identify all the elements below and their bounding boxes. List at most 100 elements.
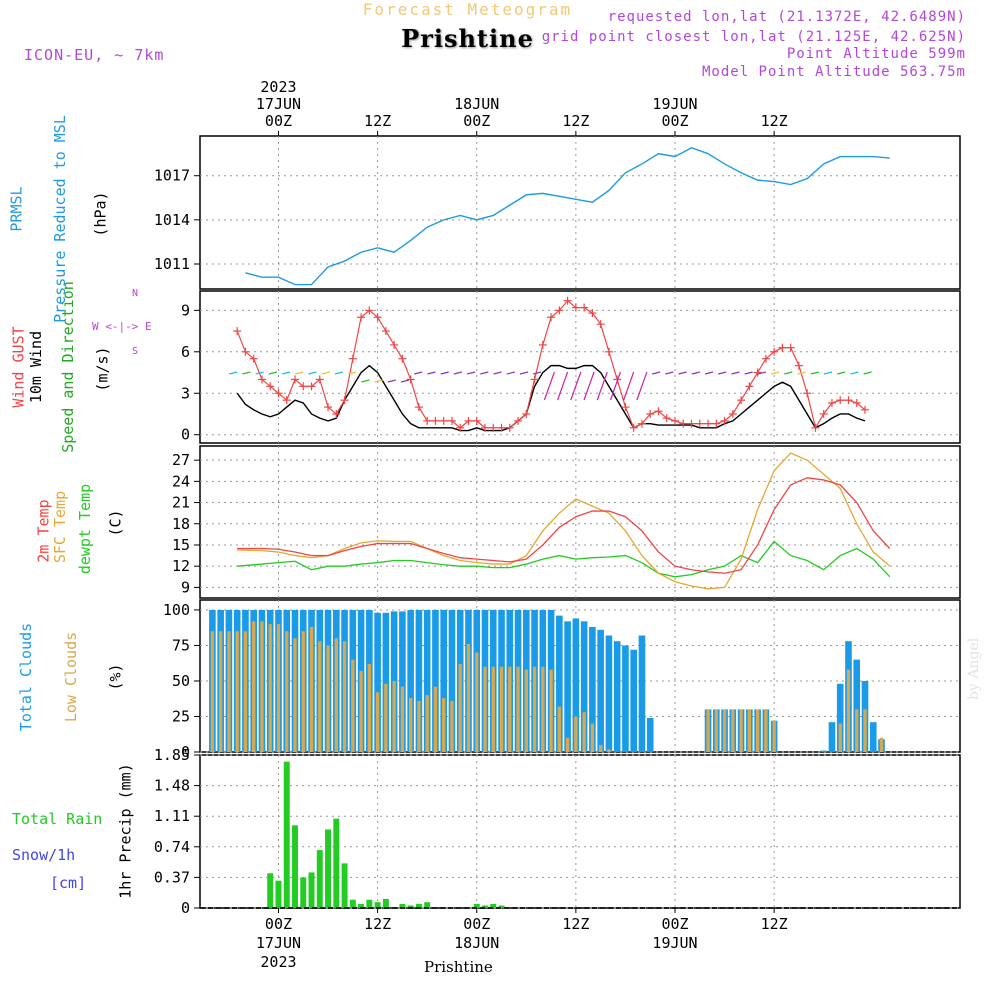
low-cloud-bar [714,709,718,752]
y-tick-label-2: 12 [172,557,190,575]
y-tick-label-3: 100 [163,601,190,619]
wind-direction-arrow [810,371,819,375]
wind-direction-arrow [623,371,635,401]
low-cloud-bar [359,671,363,752]
compass-west-east: W <-|-> E [92,320,152,333]
total-cloud-bar [828,722,836,752]
requested-coordinates: requested lon,lat (21.1372E, 42.6489N) [607,9,966,25]
low-cloud-bar [582,712,586,752]
gust-marker [547,313,556,322]
low-cloud-bar [425,695,429,752]
y-tick-label-3: 50 [172,672,190,690]
rain-bar [366,899,373,908]
gust-marker [712,419,721,428]
rain-bar [325,829,332,908]
gust-marker [307,382,316,391]
low-cloud-bar [293,638,297,752]
low-cloud-bar [855,709,859,752]
low-cloud-bar [219,631,223,752]
gust-marker [538,340,547,349]
low-cloud-bar [508,666,512,752]
gust-marker [332,409,341,418]
gust-marker [770,347,779,356]
wind-direction-arrow [480,371,489,375]
compass-north: N [132,288,139,299]
rain-bar [498,905,505,908]
y-tick-label-0: 1011 [154,255,190,273]
total-cloud-bar [448,609,456,752]
low-cloud-bar [722,709,727,752]
wind-direction-arrow [691,371,700,375]
rain-bar [341,863,348,908]
wind-direction-arrow [651,371,661,375]
wind-direction-arrow [414,371,423,375]
wind-direction-arrow [704,371,714,375]
wind-direction-arrow [255,371,264,375]
low-cloud-bar [755,709,760,752]
low-cloud-bar [342,641,347,752]
gust-marker [423,416,432,425]
wind-speed-line [236,364,866,432]
wind-direction-arrow [400,379,410,383]
gust-marker [266,382,275,391]
low-cloud-bar [541,666,545,752]
gust-marker [241,347,250,356]
gust-marker [637,419,646,428]
y-tick-label-1: 9 [181,301,190,319]
total-cloud-bar [432,609,439,752]
wind-direction-arrow [440,371,449,375]
bottom-day-label: 17JUN [256,934,301,952]
snow-label: Snow/1h [12,846,76,864]
y-tick-label-2: 27 [172,451,190,469]
y-tick-label-0: 1014 [154,211,190,229]
rain-bar [382,898,389,908]
y-tick-label-0: 1017 [154,167,190,185]
gust-marker [794,361,803,370]
dewpt-temp-line [237,540,891,578]
y-tick-label-4: 0.74 [154,838,190,856]
rain-bar [399,903,406,908]
low-cloud-bar [392,680,396,752]
gust-marker [563,296,572,305]
gust-marker [390,340,399,349]
low-cloud-bar [458,663,462,752]
total-cloud-bar [638,635,646,752]
gust-marker [472,416,481,425]
gust-marker [588,309,597,318]
wind-direction-arrow [519,371,529,375]
rain-bar [316,850,323,908]
wind-direction-arrow [596,371,608,401]
low-cloud-bar [706,709,710,752]
low-cloud-bar [409,698,413,752]
gust-marker [778,343,787,352]
total-cloud-bar [613,641,621,752]
gust-marker [257,375,266,384]
top-hour-label: 00Z [463,112,490,130]
gust-marker [827,398,836,407]
low-cloud-bar [475,652,479,752]
gust-marker [654,407,663,416]
low-cloud-bar [326,645,330,752]
gust-marker [629,423,638,432]
gust-marker [505,423,514,432]
y-tick-label-1: 6 [181,343,190,361]
gust-marker [580,303,589,312]
gust-marker [844,396,853,405]
low-cloud-bar [276,624,281,752]
low-cloud-bar [532,666,537,752]
low-cloud-bar [252,621,256,752]
gust-marker [811,423,820,432]
gust-marker [233,327,242,336]
gust-marker [720,416,729,425]
wind-direction-arrow [543,371,555,401]
gust-marker [282,396,291,405]
total-rain-label: Total Rain [12,810,103,828]
gust-marker [819,409,828,418]
top-day-label: 18JUN [454,95,499,113]
gust-marker [803,389,812,398]
gust-marker [365,306,374,315]
gust-marker [447,416,456,425]
top-day-label: 19JUN [652,95,697,113]
rain-bar [482,905,488,908]
total-cloud-bar [423,609,431,752]
